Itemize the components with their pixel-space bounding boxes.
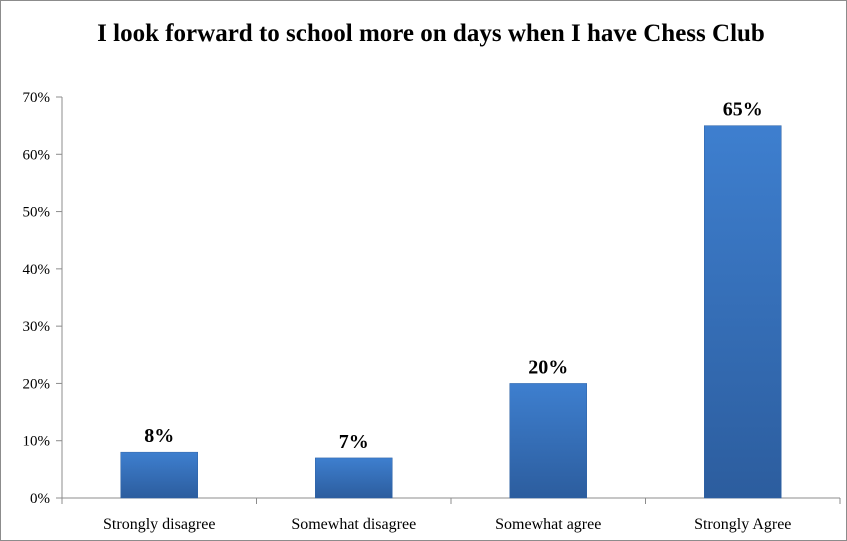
y-tick-label: 20% bbox=[23, 376, 51, 392]
y-tick-label: 10% bbox=[23, 434, 51, 450]
chart-title: I look forward to school more on days wh… bbox=[97, 20, 765, 47]
y-tick-label: 0% bbox=[30, 491, 50, 507]
bar bbox=[509, 383, 587, 499]
bar-data-label: 65% bbox=[723, 99, 763, 121]
bar bbox=[704, 125, 782, 499]
x-category-label: Somewhat agree bbox=[495, 516, 601, 533]
bar bbox=[120, 451, 198, 499]
y-tick-label: 60% bbox=[23, 147, 51, 163]
bar-data-label: 8% bbox=[144, 425, 174, 447]
x-category-label: Strongly disagree bbox=[103, 516, 215, 533]
bar-data-label: 20% bbox=[528, 356, 568, 378]
chart-labels: 8% Strongly disagree 7% Somewhat disagree 20… bbox=[103, 99, 791, 533]
chart-bars bbox=[120, 125, 782, 499]
x-category-label: Strongly Agree bbox=[694, 516, 791, 533]
bar-data-label: 7% bbox=[339, 431, 369, 453]
bar bbox=[315, 457, 393, 499]
y-tick-label: 30% bbox=[23, 319, 51, 335]
y-tick-label: 50% bbox=[23, 205, 51, 221]
x-category-label: Somewhat disagree bbox=[291, 516, 416, 533]
y-tick-label: 70% bbox=[23, 90, 51, 106]
y-tick-label: 40% bbox=[23, 262, 51, 278]
